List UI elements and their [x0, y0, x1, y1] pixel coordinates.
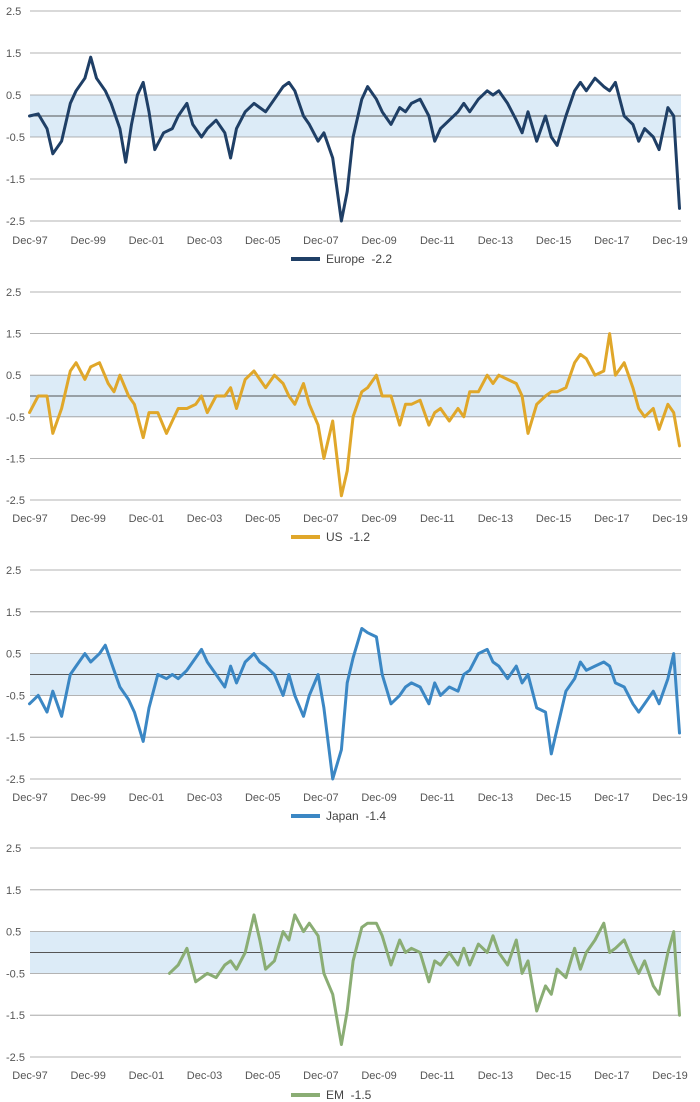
y-tick-label: 2.5 — [6, 565, 21, 577]
legend: Japan -1.4 — [291, 809, 386, 823]
x-tick-label: Dec-15 — [536, 513, 571, 525]
x-tick-label: Dec-07 — [303, 1070, 338, 1082]
legend-label: EM -1.5 — [326, 1088, 372, 1102]
chart-panel-europe: 2.5 1.5 0.5 -0.5 -1.5 -2.5 Dec-97 Dec-99 Dec-01 D… — [6, 6, 688, 266]
legend: EM -1.5 — [291, 1088, 372, 1102]
x-tick-label: Dec-09 — [361, 792, 396, 804]
series-line-europe — [28, 55, 681, 223]
x-tick-label: Dec-05 — [245, 513, 280, 525]
x-tick-label: Dec-03 — [187, 1070, 222, 1082]
chart-panel-japan: 2.5 1.5 0.5 -0.5 -1.5 -2.5 Dec-97 Dec-99 Dec-01 D… — [6, 565, 688, 823]
x-tick-label: Dec-05 — [245, 235, 280, 247]
x-tick-label: Dec-99 — [70, 513, 105, 525]
legend-label: US -1.2 — [326, 530, 370, 544]
series-line-em — [167, 913, 681, 1046]
x-tick-label: Dec-07 — [303, 513, 338, 525]
x-tick-label: Dec-15 — [536, 792, 571, 804]
y-tick-label: 2.5 — [6, 287, 21, 299]
chart-panel-em: 2.5 1.5 0.5 -0.5 -1.5 -2.5 Dec-97 Dec-99 Dec-01 D… — [6, 843, 688, 1102]
x-tick-label: Dec-19 — [652, 1070, 687, 1082]
y-tick-label: 2.5 — [6, 6, 21, 18]
x-tick-label: Dec-07 — [303, 792, 338, 804]
x-tick-label: Dec-13 — [478, 513, 513, 525]
y-tick-label: 0.5 — [6, 649, 21, 661]
x-tick-label: Dec-13 — [478, 792, 513, 804]
x-tick-label: Dec-97 — [12, 513, 47, 525]
x-tick-label: Dec-97 — [12, 1070, 47, 1082]
y-tick-label: -2.5 — [6, 774, 25, 786]
legend-label: Europe -2.2 — [326, 252, 392, 266]
x-tick-label: Dec-09 — [361, 1070, 396, 1082]
x-tick-label: Dec-07 — [303, 235, 338, 247]
x-tick-label: Dec-03 — [187, 792, 222, 804]
y-tick-label: 0.5 — [6, 90, 21, 102]
chart-panel-us: 2.5 1.5 0.5 -0.5 -1.5 -2.5 Dec-97 Dec-99 Dec-01 D… — [6, 287, 688, 544]
y-tick-label: 1.5 — [6, 885, 21, 897]
x-tick-label: Dec-17 — [594, 1070, 629, 1082]
y-tick-label: 0.5 — [6, 370, 21, 382]
x-tick-label: Dec-09 — [361, 513, 396, 525]
x-tick-label: Dec-99 — [70, 792, 105, 804]
x-tick-label: Dec-03 — [187, 235, 222, 247]
x-tick-label: Dec-11 — [420, 513, 455, 525]
x-tick-label: Dec-17 — [594, 513, 629, 525]
x-tick-label: Dec-01 — [129, 1070, 164, 1082]
y-tick-label: -1.5 — [6, 453, 25, 465]
y-tick-label: -2.5 — [6, 1052, 25, 1064]
series-line-us — [28, 332, 681, 498]
x-tick-label: Dec-11 — [420, 792, 455, 804]
series-line-japan — [28, 627, 681, 781]
y-tick-label: 1.5 — [6, 329, 21, 341]
x-tick-label: Dec-97 — [12, 235, 47, 247]
y-tick-label: -1.5 — [6, 1010, 25, 1022]
y-tick-label: 1.5 — [6, 48, 21, 60]
x-tick-label: Dec-01 — [129, 792, 164, 804]
x-tick-label: Dec-13 — [478, 235, 513, 247]
y-tick-label: 2.5 — [6, 843, 21, 855]
x-tick-label: Dec-19 — [652, 513, 687, 525]
x-tick-label: Dec-15 — [536, 1070, 571, 1082]
legend-label: Japan -1.4 — [326, 809, 386, 823]
x-tick-label: Dec-15 — [536, 235, 571, 247]
x-tick-label: Dec-05 — [245, 1070, 280, 1082]
y-tick-label: 0.5 — [6, 927, 21, 939]
y-tick-label: -0.5 — [6, 412, 25, 424]
legend: US -1.2 — [291, 530, 370, 544]
x-tick-label: Dec-03 — [187, 513, 222, 525]
y-tick-label: -0.5 — [6, 132, 25, 144]
x-tick-label: Dec-11 — [420, 235, 455, 247]
y-tick-label: -0.5 — [6, 968, 25, 980]
x-tick-label: Dec-01 — [129, 235, 164, 247]
y-tick-label: -0.5 — [6, 690, 25, 702]
x-tick-label: Dec-11 — [420, 1070, 455, 1082]
x-tick-label: Dec-09 — [361, 235, 396, 247]
y-tick-label: -2.5 — [6, 495, 25, 507]
x-tick-label: Dec-19 — [652, 235, 687, 247]
y-tick-label: -1.5 — [6, 732, 25, 744]
x-tick-label: Dec-99 — [70, 235, 105, 247]
x-tick-label: Dec-05 — [245, 792, 280, 804]
y-tick-label: 1.5 — [6, 607, 21, 619]
y-tick-label: -2.5 — [6, 216, 25, 228]
x-tick-label: Dec-17 — [594, 235, 629, 247]
y-tick-label: -1.5 — [6, 174, 25, 186]
x-tick-label: Dec-17 — [594, 792, 629, 804]
x-tick-label: Dec-01 — [129, 513, 164, 525]
x-tick-label: Dec-19 — [652, 792, 687, 804]
x-tick-label: Dec-97 — [12, 792, 47, 804]
legend: Europe -2.2 — [291, 252, 392, 266]
x-tick-label: Dec-13 — [478, 1070, 513, 1082]
x-tick-label: Dec-99 — [70, 1070, 105, 1082]
